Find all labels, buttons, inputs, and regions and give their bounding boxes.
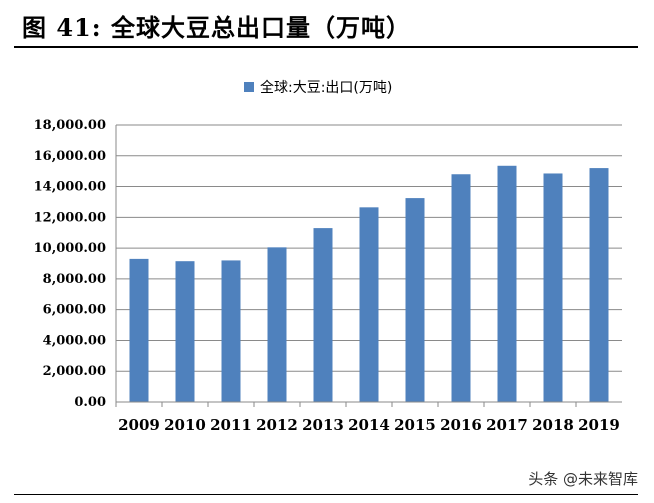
legend-label: 全球:大豆:出口(万吨): [260, 79, 392, 96]
x-axis-tick-labels: 2009 2010 2011 2012 2013 2014 2015 2016 2017 2018…: [115, 402, 620, 434]
y-tick-label: 18,000.00: [34, 118, 106, 133]
x-tick-label: 2009: [118, 416, 160, 434]
y-tick-label: 6,000.00: [43, 303, 106, 318]
bar-2009: [129, 258, 149, 402]
y-tick-label: 10,000.00: [34, 241, 106, 256]
bar-2012: [267, 247, 287, 402]
title-divider: [14, 46, 638, 48]
y-tick-label: 8,000.00: [43, 272, 106, 287]
bar-2019: [589, 168, 609, 402]
y-tick-label: 4,000.00: [43, 333, 106, 348]
bar-2017: [497, 165, 517, 402]
y-tick-label: 0.00: [74, 395, 106, 410]
x-tick-label: 2010: [164, 416, 206, 434]
bar-2011: [221, 260, 241, 402]
y-tick-label: 12,000.00: [34, 210, 106, 225]
bar-2014: [359, 207, 379, 402]
bar-2013: [313, 228, 333, 402]
x-tick-label: 2019: [578, 416, 620, 434]
bar-2015: [405, 198, 425, 402]
bar-2018: [543, 173, 563, 402]
footer-divider: [14, 494, 638, 495]
x-tick-label: 2014: [348, 416, 390, 434]
watermark: 头条 @未来智库: [528, 470, 638, 488]
y-tick-label: 2,000.00: [43, 364, 106, 379]
x-tick-label: 2018: [532, 416, 574, 434]
legend-swatch: [244, 82, 254, 92]
x-tick-label: 2013: [302, 416, 344, 434]
y-tick-label: 14,000.00: [34, 180, 106, 195]
bar-2010: [175, 261, 195, 402]
x-tick-label: 2017: [486, 416, 528, 434]
chart-legend: 全球:大豆:出口(万吨): [244, 79, 392, 96]
y-tick-label: 16,000.00: [34, 149, 106, 164]
y-axis-tick-labels: 0.00 2,000.00 4,000.00 6,000.00 8,000.00 10,0…: [34, 118, 106, 410]
x-tick-label: 2016: [440, 416, 482, 434]
figure-title: 图 41: 全球大豆总出口量（万吨）: [22, 13, 411, 42]
bars: [129, 165, 609, 402]
bar-2016: [451, 174, 471, 402]
x-tick-label: 2012: [256, 416, 298, 434]
x-tick-label: 2011: [210, 416, 252, 434]
bar-chart: 全球:大豆:出口(万吨) 0.00 2,000.00 4,000.00 6,000.0…: [34, 79, 622, 434]
x-tick-label: 2015: [394, 416, 436, 434]
